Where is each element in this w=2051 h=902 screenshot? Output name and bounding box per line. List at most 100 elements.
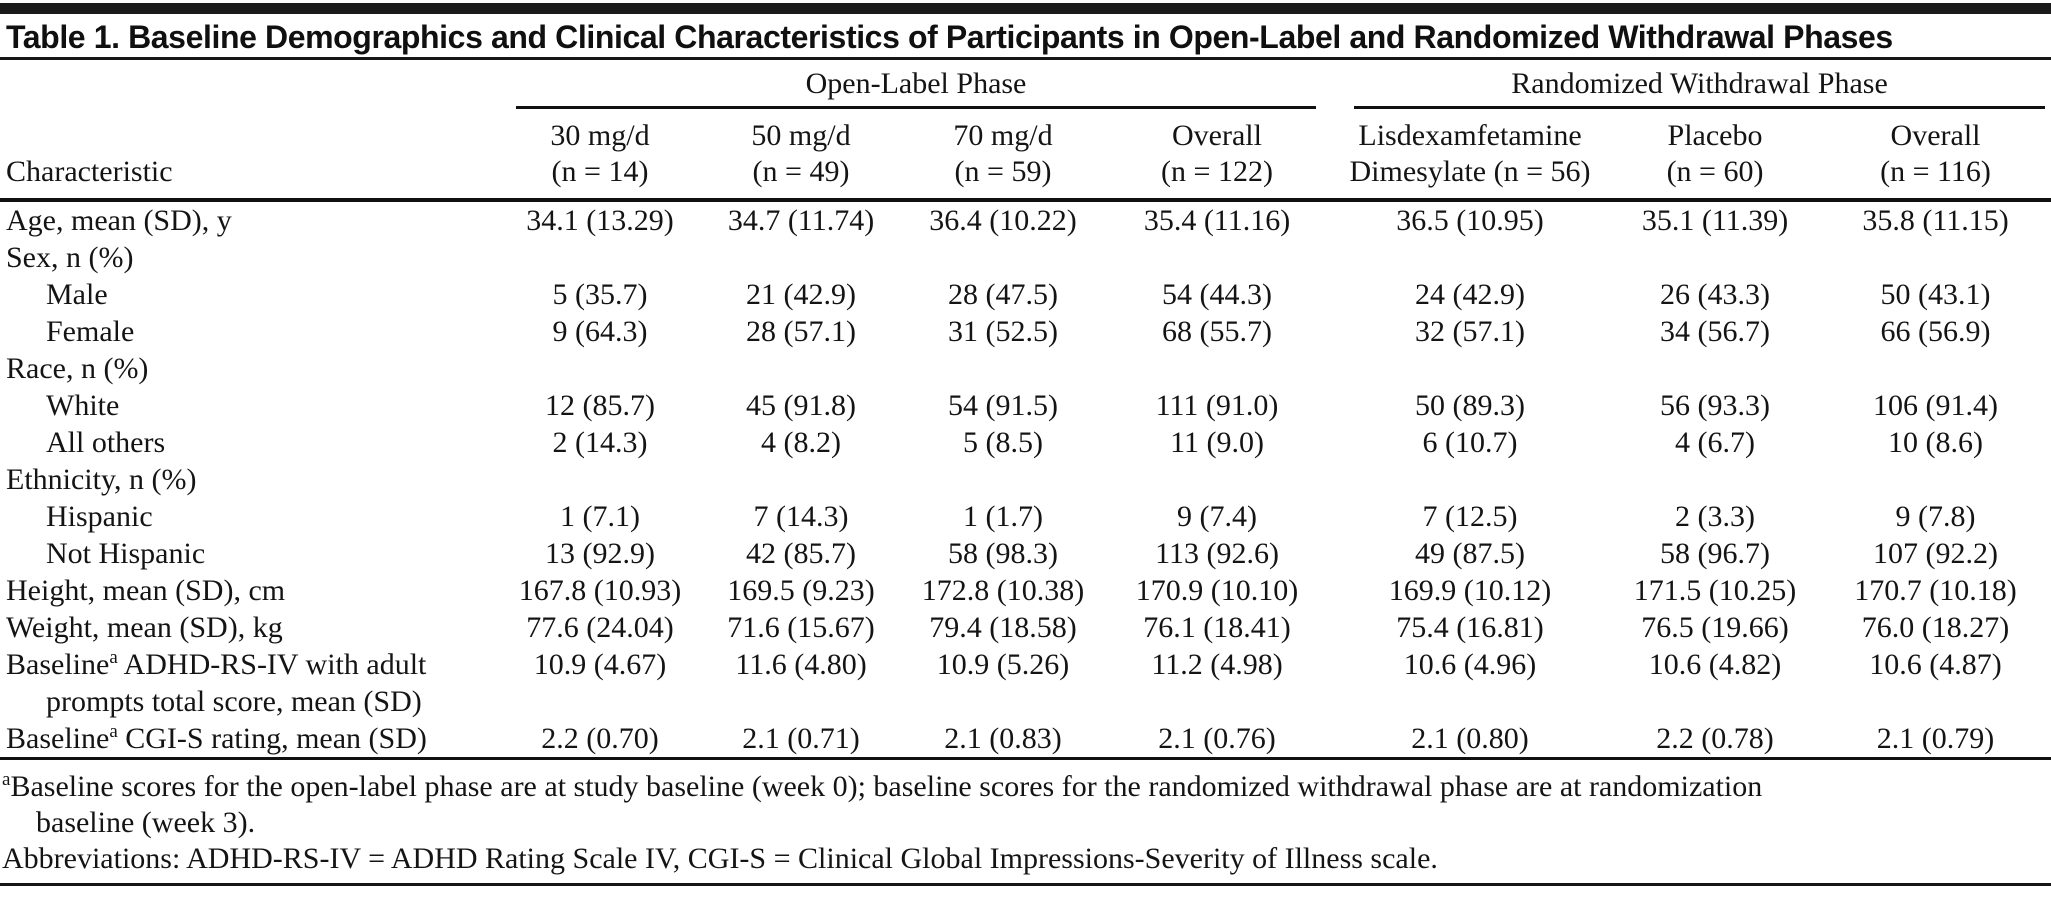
table-row: Age, mean (SD), y 34.1 (13.29) 34.7 (11.74… — [0, 200, 2051, 239]
data-cell: 35.8 (11.15) — [1862, 204, 2009, 237]
data-cell — [500, 461, 700, 498]
data-cell: 32 (57.1) — [1415, 315, 1525, 348]
abbreviations-note: Abbreviations: ADHD-RS-IV = ADHD Rating … — [2, 842, 1438, 875]
data-cell: 107 (92.2) — [1873, 537, 1999, 570]
table-row: Weight, mean (SD), kg 77.6 (24.04) 71.6 (1… — [0, 609, 2051, 646]
data-cell: 2.2 (0.78) — [1610, 720, 1821, 760]
data-cell: 4 (6.7) — [1675, 426, 1755, 459]
data-cell: 45 (91.8) — [746, 389, 856, 422]
data-cell: 2.1 (0.71) — [700, 720, 902, 760]
data-cell: 77.6 (24.04) — [526, 611, 674, 644]
footnote-a-marker: a — [2, 769, 11, 790]
data-cell: 31 (52.5) — [948, 315, 1058, 348]
column-header-overall: Overall (n = 122) — [1104, 114, 1331, 202]
data-cell — [1610, 461, 1820, 498]
table-title: Table 1. Baseline Demographics and Clini… — [0, 14, 2051, 60]
data-cell — [1610, 350, 1820, 387]
row-label: White — [46, 389, 120, 422]
data-cell: 34.7 (11.74) — [727, 204, 875, 237]
row-label: Hispanic — [46, 500, 153, 533]
row-label: Height, mean (SD), cm — [6, 574, 286, 607]
data-cell: 6 (10.7) — [1422, 426, 1518, 459]
column-header-30-mg-d: 30 mg/d (n = 14) — [500, 114, 700, 202]
row-label: Age, mean (SD), y — [6, 204, 232, 237]
data-cell — [1104, 239, 1330, 276]
footnote-a-text-1: Baseline scores for the open-label phase… — [10, 770, 1763, 803]
data-cell: 4 (8.2) — [761, 426, 841, 459]
footnote-a-line-1: aBaseline scores for the open-label phas… — [2, 769, 2051, 805]
table-row: Baselinea ADHD-RS-IV with adult prompts t… — [0, 646, 2051, 720]
data-cell: 50 (43.1) — [1880, 278, 1991, 311]
table-row: Race, n (%) — [0, 350, 2051, 387]
data-cell: 42 (85.7) — [746, 537, 856, 570]
data-cell: 9 (64.3) — [552, 315, 648, 348]
footnote-a-line-2: baseline (week 3). — [36, 806, 256, 839]
data-cell: 7 (12.5) — [1422, 500, 1518, 533]
data-cell — [700, 350, 902, 387]
data-cell: 36.4 (10.22) — [929, 204, 1077, 237]
row-label: All others — [46, 426, 166, 459]
data-cell: 76.1 (18.41) — [1143, 611, 1291, 644]
table-row: Not Hispanic 13 (92.9) 42 (85.7) 58 (98.3) 1… — [0, 535, 2051, 572]
table-footnotes: aBaseline scores for the open-label phas… — [0, 760, 2051, 886]
row-label: Race, n (%) — [6, 352, 149, 385]
data-cell: 79.4 (18.58) — [929, 611, 1077, 644]
data-cell: 58 (98.3) — [948, 537, 1058, 570]
table-header: Open-Label Phase Randomized Withdrawal Ph… — [0, 60, 2051, 202]
column-group-randomized-withdrawal-phase: Randomized Withdrawal Phase — [1330, 60, 2051, 114]
data-cell: 54 (44.3) — [1162, 278, 1272, 311]
table-row: Hispanic 1 (7.1) 7 (14.3) 1 (1.7) 9 (7.4) 7 (… — [0, 498, 2051, 535]
data-cell: 10.6 (4.96) — [1403, 648, 1537, 681]
data-cell: 12 (85.7) — [545, 389, 655, 422]
column-group-open-label-phase: Open-Label Phase — [500, 60, 1330, 114]
data-cell — [1104, 350, 1330, 387]
data-cell — [902, 461, 1104, 498]
row-label: Weight, mean (SD), kg — [6, 611, 283, 644]
data-cell: 75.4 (16.81) — [1396, 611, 1544, 644]
data-cell — [1330, 350, 1610, 387]
column-group-label: Randomized Withdrawal Phase — [1354, 66, 2046, 109]
data-cell: 167.8 (10.93) — [518, 574, 682, 607]
data-cell — [1330, 461, 1610, 498]
table-row: Female 9 (64.3) 28 (57.1) 31 (52.5) 68 (55.7… — [0, 313, 2051, 350]
data-cell — [1820, 239, 2051, 276]
data-cell: 66 (56.9) — [1880, 315, 1991, 348]
data-cell — [700, 461, 902, 498]
table-top-rule — [0, 3, 2051, 14]
data-cell — [902, 239, 1104, 276]
data-cell: 171.5 (10.25) — [1633, 574, 1797, 607]
table-row: Baselinea CGI-S rating, mean (SD) 2.2 (0.… — [0, 720, 2051, 760]
data-cell: 9 (7.8) — [1895, 500, 1976, 533]
row-label: Sex, n (%) — [6, 241, 134, 274]
data-cell — [902, 350, 1104, 387]
table-row: White 12 (85.7) 45 (91.8) 54 (91.5) 111 (91.… — [0, 387, 2051, 424]
column-header-characteristic: Characteristic — [0, 114, 500, 202]
data-cell: 13 (92.9) — [545, 537, 655, 570]
data-cell: 2.1 (0.76) — [1104, 720, 1331, 760]
data-cell — [500, 239, 700, 276]
data-cell: 34.1 (13.29) — [526, 204, 674, 237]
row-label: Male — [46, 278, 108, 311]
column-header-row: Characteristic 30 mg/d (n = 14) 50 mg/d (n =… — [0, 114, 2051, 202]
column-header-50-mg-d: 50 mg/d (n = 49) — [700, 114, 902, 202]
table-row: Male 5 (35.7) 21 (42.9) 28 (47.5) 54 (44.3) 2… — [0, 276, 2051, 313]
data-cell — [1820, 350, 2051, 387]
column-header-70-mg-d: 70 mg/d (n = 59) — [902, 114, 1104, 202]
table-row: Sex, n (%) — [0, 239, 2051, 276]
data-cell: 169.9 (10.12) — [1388, 574, 1552, 607]
data-cell: 10.6 (4.87) — [1869, 648, 2002, 681]
data-cell: 49 (87.5) — [1415, 537, 1525, 570]
data-cell — [700, 239, 902, 276]
row-label: Ethnicity, n (%) — [6, 463, 197, 496]
table-row: Ethnicity, n (%) — [0, 461, 2051, 498]
data-cell: 50 (89.3) — [1415, 389, 1525, 422]
data-cell: 54 (91.5) — [948, 389, 1058, 422]
data-cell: 36.5 (10.95) — [1396, 204, 1544, 237]
data-cell: 35.1 (11.39) — [1641, 204, 1789, 237]
data-cell: 2.2 (0.70) — [500, 720, 700, 760]
data-cell: 34 (56.7) — [1660, 315, 1770, 348]
data-cell: 10.6 (4.82) — [1648, 648, 1782, 681]
data-cell: 10 (8.6) — [1888, 426, 1984, 459]
data-cell — [1330, 239, 1610, 276]
